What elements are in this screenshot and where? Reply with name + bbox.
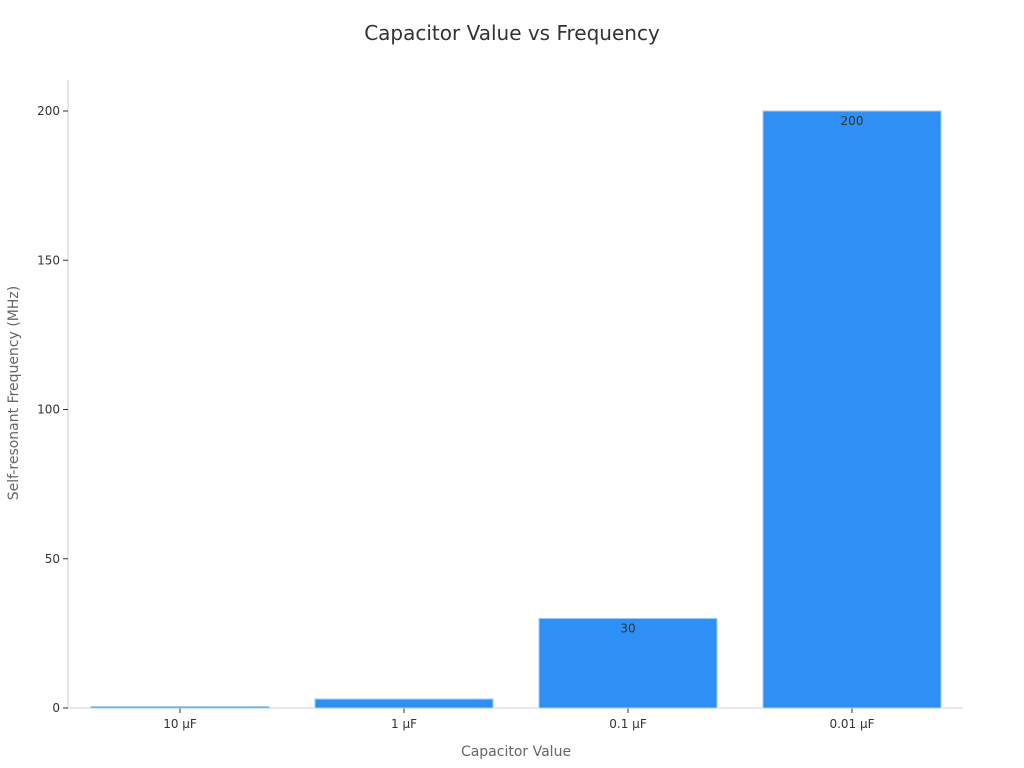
x-tick-label: 10 µF bbox=[163, 717, 197, 731]
bar-data-label: 200 bbox=[841, 114, 864, 128]
y-axis: 0 50 100 150 200 bbox=[37, 80, 69, 715]
bar-data-label: 30 bbox=[620, 621, 635, 635]
y-tick-label: 0 bbox=[52, 701, 60, 715]
y-axis-label: Self-resonant Frequency (MHz) bbox=[6, 286, 22, 500]
x-tick-label: 1 µF bbox=[391, 717, 417, 731]
bar bbox=[538, 617, 718, 709]
bar bbox=[314, 698, 494, 709]
y-tick-label: 200 bbox=[37, 104, 60, 118]
chart-title: Capacitor Value vs Frequency bbox=[364, 21, 660, 45]
x-axis-label: Capacitor Value bbox=[461, 744, 571, 760]
x-tick-label: 0.01 µF bbox=[829, 717, 874, 731]
x-tick-label: 0.1 µF bbox=[609, 717, 647, 731]
bars: 30 200 bbox=[90, 110, 942, 709]
bar bbox=[90, 706, 270, 709]
x-axis: 10 µF 1 µF 0.1 µF 0.01 µF bbox=[68, 707, 963, 731]
y-tick-label: 50 bbox=[45, 552, 60, 566]
y-tick-label: 150 bbox=[37, 253, 60, 267]
bar bbox=[762, 110, 942, 709]
y-tick-label: 100 bbox=[37, 403, 60, 417]
